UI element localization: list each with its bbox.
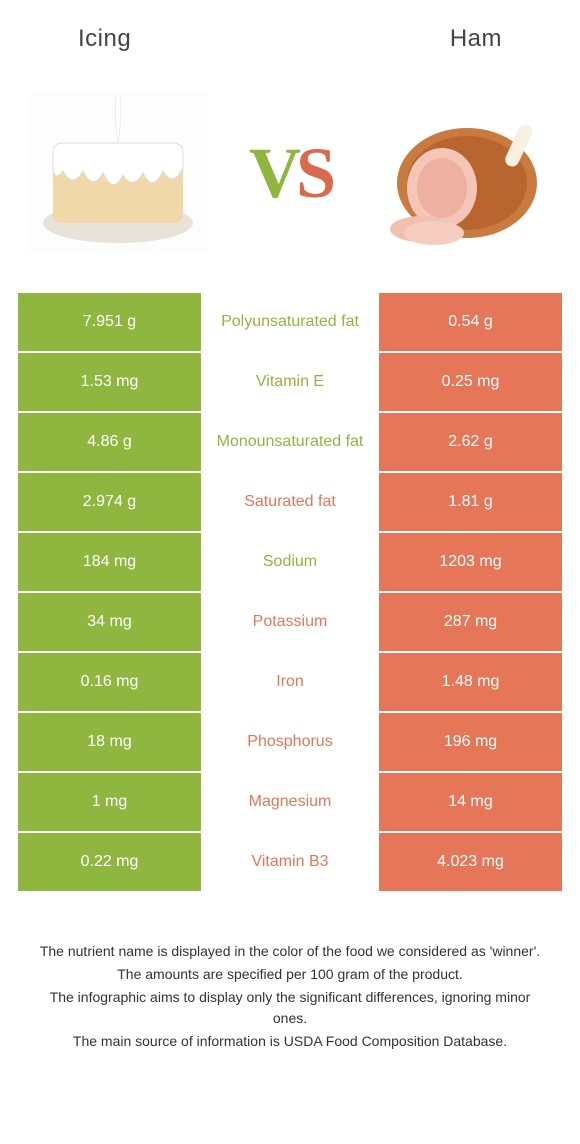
left-value: 0.22 mg [18,833,201,891]
table-row: 4.86 g Monounsaturated fat 2.62 g [18,413,562,471]
left-value: 184 mg [18,533,201,591]
left-value: 34 mg [18,593,201,651]
footer-line: The amounts are specified per 100 gram o… [38,964,542,985]
table-row: 1 mg Magnesium 14 mg [18,773,562,831]
vs-s: S [296,133,331,213]
table-row: 0.22 mg Vitamin B3 4.023 mg [18,833,562,891]
vs-v: V [249,133,296,213]
left-value: 1 mg [18,773,201,831]
title-row: Icing Ham [18,25,562,53]
left-food-title: Icing [78,25,131,53]
infographic-container: Icing Ham VS [0,0,580,1079]
right-value: 4.023 mg [379,833,562,891]
ham-icon [372,93,552,253]
nutrient-label: Magnesium [201,773,379,831]
right-value: 196 mg [379,713,562,771]
nutrient-label: Phosphorus [201,713,379,771]
nutrient-label: Iron [201,653,379,711]
left-value: 7.951 g [18,293,201,351]
right-value: 1.48 mg [379,653,562,711]
right-value: 0.25 mg [379,353,562,411]
nutrient-label: Vitamin E [201,353,379,411]
footer-line: The main source of information is USDA F… [38,1031,542,1052]
nutrient-label: Monounsaturated fat [201,413,379,471]
table-row: 0.16 mg Iron 1.48 mg [18,653,562,711]
vs-label: VS [249,132,331,215]
table-row: 34 mg Potassium 287 mg [18,593,562,651]
table-row: 1.53 mg Vitamin E 0.25 mg [18,353,562,411]
right-value: 287 mg [379,593,562,651]
nutrient-table: 7.951 g Polyunsaturated fat 0.54 g 1.53 … [18,293,562,891]
nutrient-label: Saturated fat [201,473,379,531]
ham-image [362,83,562,263]
right-value: 0.54 g [379,293,562,351]
right-value: 14 mg [379,773,562,831]
right-value: 1203 mg [379,533,562,591]
table-row: 7.951 g Polyunsaturated fat 0.54 g [18,293,562,351]
image-row: VS [18,83,562,263]
left-value: 4.86 g [18,413,201,471]
table-row: 18 mg Phosphorus 196 mg [18,713,562,771]
nutrient-label: Potassium [201,593,379,651]
right-food-title: Ham [450,25,502,53]
table-row: 2.974 g Saturated fat 1.81 g [18,473,562,531]
nutrient-label: Vitamin B3 [201,833,379,891]
right-value: 2.62 g [379,413,562,471]
nutrient-label: Sodium [201,533,379,591]
footer-notes: The nutrient name is displayed in the co… [18,941,562,1052]
nutrient-label: Polyunsaturated fat [201,293,379,351]
cake-icon [28,93,208,253]
left-value: 0.16 mg [18,653,201,711]
footer-line: The nutrient name is displayed in the co… [38,941,542,962]
icing-image [18,83,218,263]
left-value: 2.974 g [18,473,201,531]
left-value: 1.53 mg [18,353,201,411]
table-row: 184 mg Sodium 1203 mg [18,533,562,591]
right-value: 1.81 g [379,473,562,531]
left-value: 18 mg [18,713,201,771]
footer-line: The infographic aims to display only the… [38,987,542,1029]
